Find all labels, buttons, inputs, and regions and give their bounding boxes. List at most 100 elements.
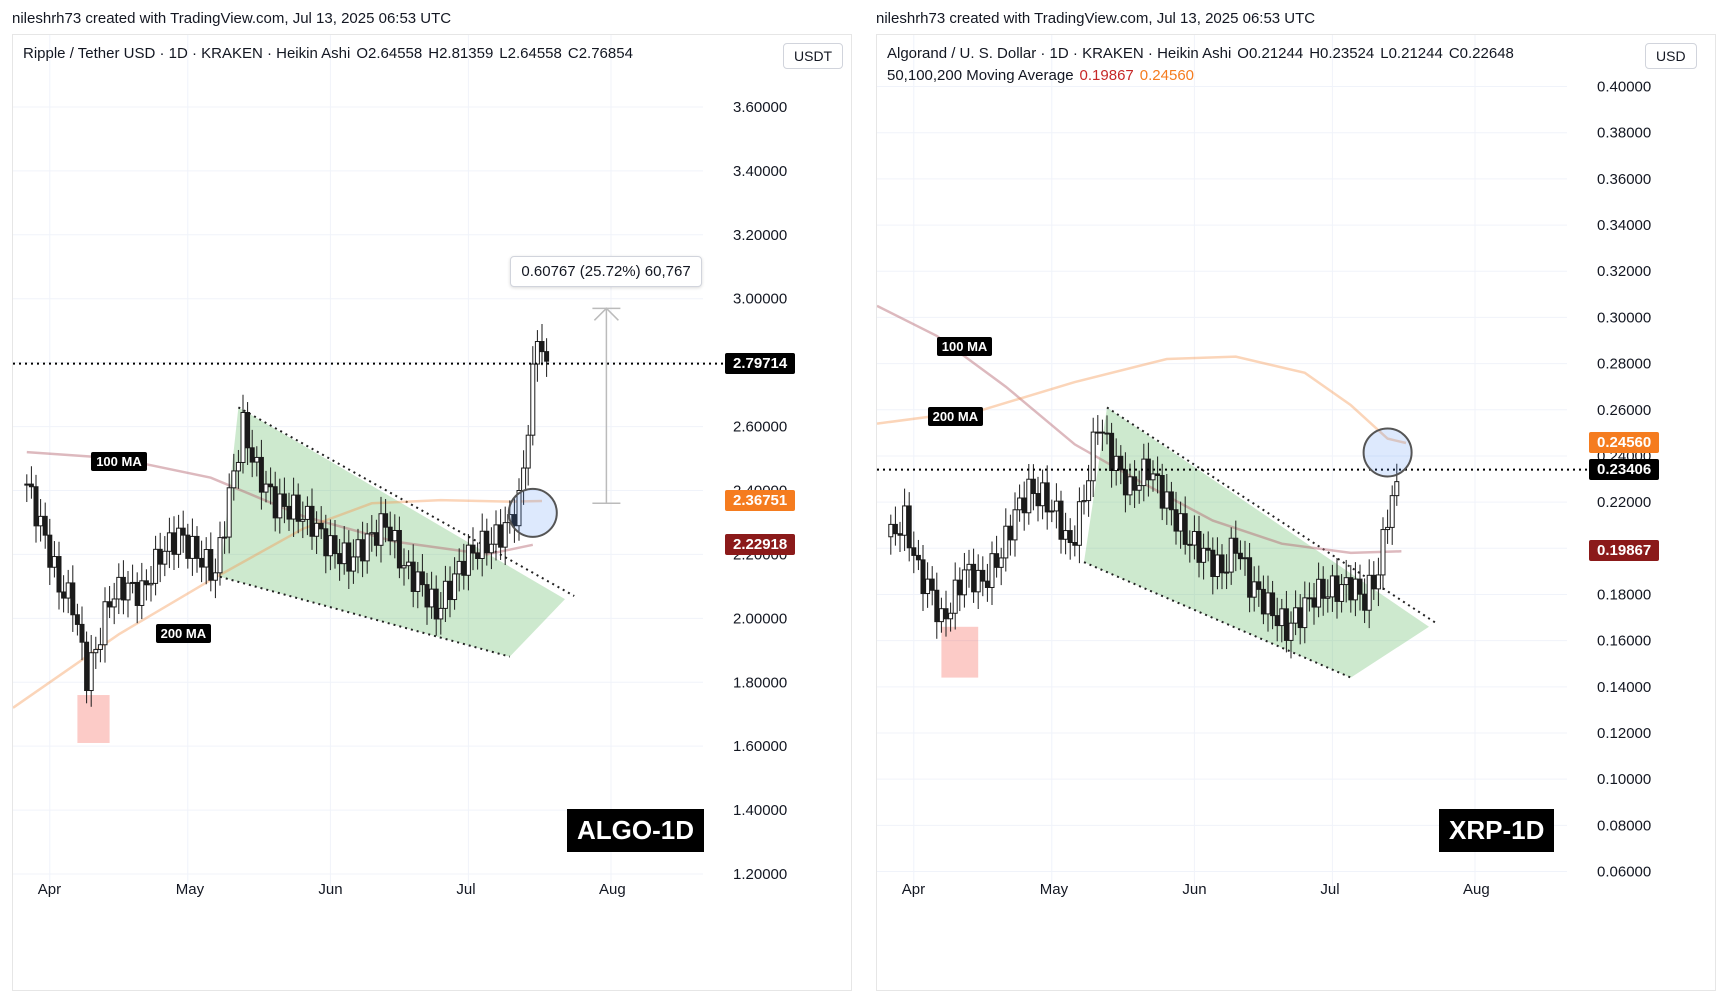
candle-body xyxy=(97,644,103,650)
y-tick-label: 0.06000 xyxy=(1597,864,1651,881)
candle-body xyxy=(304,505,310,520)
candle-body xyxy=(245,411,251,449)
y-tick-label: 1.60000 xyxy=(733,738,787,755)
candle-body xyxy=(1237,552,1243,560)
candle-body xyxy=(952,579,958,614)
header-part: L0.21244 xyxy=(1380,45,1443,62)
ma-200-line xyxy=(877,355,1407,445)
candle-body xyxy=(1265,592,1271,615)
candle-body xyxy=(1274,615,1280,627)
candle-body xyxy=(277,493,283,519)
ma-label: 100 MA xyxy=(91,451,147,471)
candle-body xyxy=(355,539,361,558)
candle-body xyxy=(1026,478,1032,514)
candle-body xyxy=(1311,597,1317,608)
y-tick-label: 0.08000 xyxy=(1597,817,1651,834)
currency-button-right[interactable]: USD xyxy=(1645,43,1697,69)
candle-body xyxy=(286,505,292,520)
chart-panel-right[interactable]: 0.40000 0.38000 0.36000 0.34000 0.32000 0.300… xyxy=(876,34,1716,991)
candle-body xyxy=(911,547,917,556)
candle-body xyxy=(263,483,269,493)
candle-body xyxy=(1394,481,1400,497)
y-tick-label: 0.32000 xyxy=(1597,263,1651,280)
candle-body xyxy=(1302,597,1308,629)
candle-body xyxy=(1371,574,1377,590)
candle-body xyxy=(1058,500,1064,540)
candle-body xyxy=(1210,549,1216,578)
candle-body xyxy=(1385,526,1391,531)
header-ma-right: 50,100,200 Moving Average 0.19867 0.24560 xyxy=(887,67,1200,84)
candle-body xyxy=(1187,543,1193,546)
candle-body xyxy=(125,582,131,601)
candle-body xyxy=(1159,474,1165,509)
candle-body xyxy=(1214,554,1220,578)
candle-body xyxy=(1196,531,1202,563)
candle-body xyxy=(84,641,90,692)
candle-body xyxy=(1228,537,1234,573)
header-part: Algorand / U. S. Dollar · 1D · KRAKEN · … xyxy=(887,45,1232,62)
candle-body xyxy=(902,505,908,536)
y-tick-label: 1.80000 xyxy=(733,674,787,691)
credit-right: nileshrh73 created with TradingView.com,… xyxy=(876,10,1316,27)
ma-legend-part: 0.19867 xyxy=(1079,67,1134,84)
candle-body xyxy=(1122,469,1128,496)
wedge-lower-trendline xyxy=(219,575,511,658)
candle-body xyxy=(488,543,494,554)
candle-body xyxy=(1242,557,1248,560)
candle-body xyxy=(1334,575,1340,602)
candle-body xyxy=(194,535,200,559)
candle-body xyxy=(157,548,163,565)
candle-body xyxy=(120,576,126,601)
candle-body xyxy=(1219,554,1225,574)
candle-body xyxy=(346,542,352,572)
symbol-label: XRP-1D xyxy=(1439,809,1555,852)
candle-body xyxy=(323,528,329,557)
candle-body xyxy=(966,563,972,571)
y-tick-label: 0.30000 xyxy=(1597,309,1651,326)
candle-body xyxy=(70,582,76,616)
chart-panel-left[interactable]: 3.600003.400003.200003.000002.800002.600… xyxy=(12,34,852,991)
candle-body xyxy=(203,549,209,568)
low-highlight-box xyxy=(77,695,110,743)
candle-body xyxy=(107,601,113,608)
candle-body xyxy=(153,548,159,584)
chart-svg-left[interactable]: 3.600003.400003.200003.000002.800002.600… xyxy=(13,35,851,990)
candle-body xyxy=(1178,513,1184,532)
candle-body xyxy=(1017,497,1023,511)
candle-body xyxy=(295,494,301,522)
wedge-upper-trendline xyxy=(237,406,575,597)
candle-body xyxy=(1095,431,1101,434)
candle-body xyxy=(456,560,462,575)
x-tick-label: Apr xyxy=(38,881,61,898)
credit-left: nileshrh73 created with TradingView.com,… xyxy=(12,10,452,27)
candle-body xyxy=(1053,500,1059,512)
candle-body xyxy=(1362,593,1368,611)
candle-body xyxy=(254,456,260,463)
candle-body xyxy=(1086,480,1092,502)
candle-body xyxy=(1173,509,1179,532)
currency-button-left[interactable]: USDT xyxy=(783,43,844,69)
candle-body xyxy=(1260,588,1266,615)
candle-body xyxy=(1182,513,1188,545)
candle-body xyxy=(1348,577,1354,601)
candle-body xyxy=(539,341,545,353)
candle-body xyxy=(521,467,527,492)
candle-body xyxy=(442,580,448,609)
chart-svg-right[interactable]: 0.40000 0.38000 0.36000 0.34000 0.32000 0.300… xyxy=(877,35,1715,990)
x-tick-label: Apr xyxy=(902,881,925,898)
candle-body xyxy=(42,515,48,536)
candles xyxy=(888,415,1400,659)
candle-body xyxy=(130,581,136,584)
candle-body xyxy=(998,557,1004,568)
candle-body xyxy=(235,461,241,472)
header-part: O2.64558 xyxy=(356,45,423,62)
candle-body xyxy=(1007,525,1013,541)
candle-body xyxy=(461,560,467,576)
candle-body xyxy=(47,534,53,568)
candle-body xyxy=(516,490,522,527)
candle-body xyxy=(1113,455,1119,472)
candle-body xyxy=(1044,482,1050,513)
candle-body xyxy=(1270,592,1276,617)
candle-body xyxy=(994,553,1000,568)
candle-body xyxy=(116,576,122,600)
